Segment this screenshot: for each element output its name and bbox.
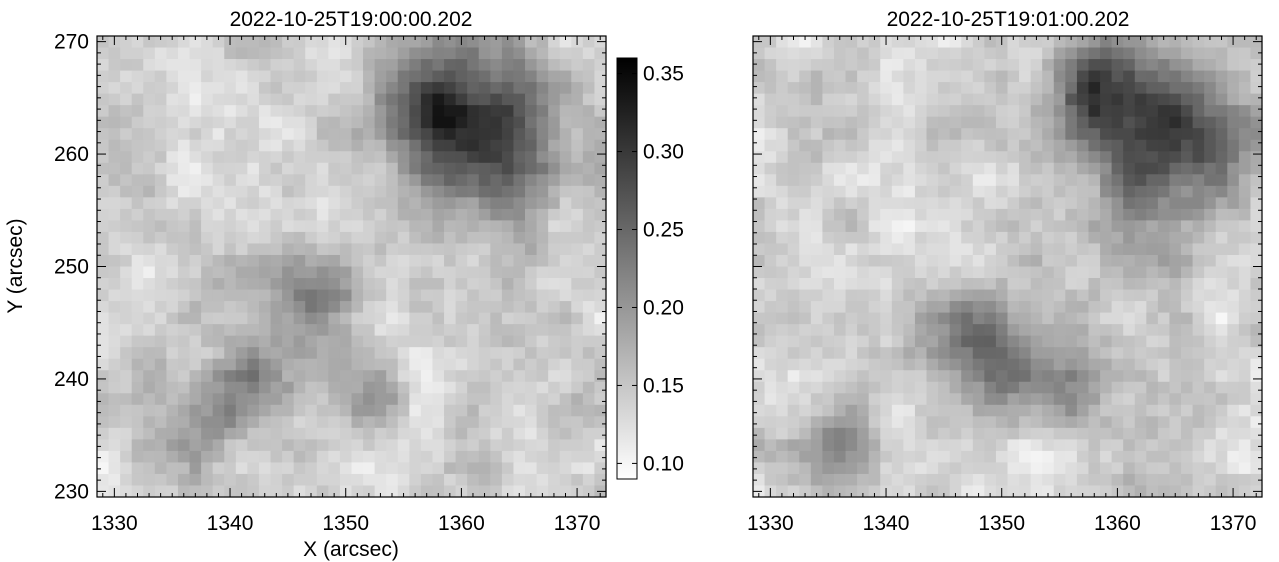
left-panel: 2022-10-25T19:00:00.202 1330 1340 1350 1360… <box>4 8 607 561</box>
colorbar-tick-label: 0.25 <box>643 219 684 242</box>
right-panel: 2022-10-25T19:01:00.202 1330 1340 1350 1360… <box>747 8 1263 535</box>
colorbar-tick-label: 0.30 <box>643 141 684 164</box>
y-tick-label: 250 <box>54 256 89 279</box>
colorbar-ticks: 0.35 0.30 0.25 0.20 0.15 0.10 <box>617 63 684 475</box>
colorbar-tick-label: 0.15 <box>643 374 684 397</box>
x-tick-label: 1350 <box>322 512 369 535</box>
right-panel-title: 2022-10-25T19:01:00.202 <box>887 8 1130 31</box>
y-tick-label: 240 <box>54 368 89 391</box>
x-tick-label: 1370 <box>554 512 601 535</box>
left-panel-x-label: X (arcsec) <box>303 538 399 561</box>
left-panel-intensity-map <box>97 36 607 498</box>
x-tick-label: 1360 <box>1094 512 1141 535</box>
x-tick-label: 1340 <box>863 512 910 535</box>
x-tick-label: 1340 <box>207 512 254 535</box>
colorbar-tick-label: 0.35 <box>643 63 684 86</box>
right-panel-intensity-map <box>753 36 1263 498</box>
x-tick-label: 1330 <box>91 512 138 535</box>
left-panel-y-label: Y (arcsec) <box>4 218 27 313</box>
x-tick-label: 1360 <box>438 512 485 535</box>
right-panel-ticks: 1330 1340 1350 1360 1370 <box>747 36 1262 535</box>
colorbar-gradient <box>616 57 638 480</box>
x-tick-label: 1330 <box>747 512 794 535</box>
colorbar-tick-label: 0.10 <box>643 452 684 475</box>
y-tick-label: 270 <box>54 31 89 54</box>
y-tick-label: 230 <box>54 480 89 503</box>
left-panel-ticks: 1330 1340 1350 1360 1370 230 240 250 260 270 <box>54 31 606 535</box>
y-tick-label: 260 <box>54 143 89 166</box>
x-tick-label: 1370 <box>1210 512 1257 535</box>
x-tick-label: 1350 <box>978 512 1025 535</box>
left-panel-title: 2022-10-25T19:00:00.202 <box>230 8 473 31</box>
colorbar: 0.35 0.30 0.25 0.20 0.15 0.10 <box>616 57 684 480</box>
colorbar-tick-label: 0.20 <box>643 296 684 319</box>
